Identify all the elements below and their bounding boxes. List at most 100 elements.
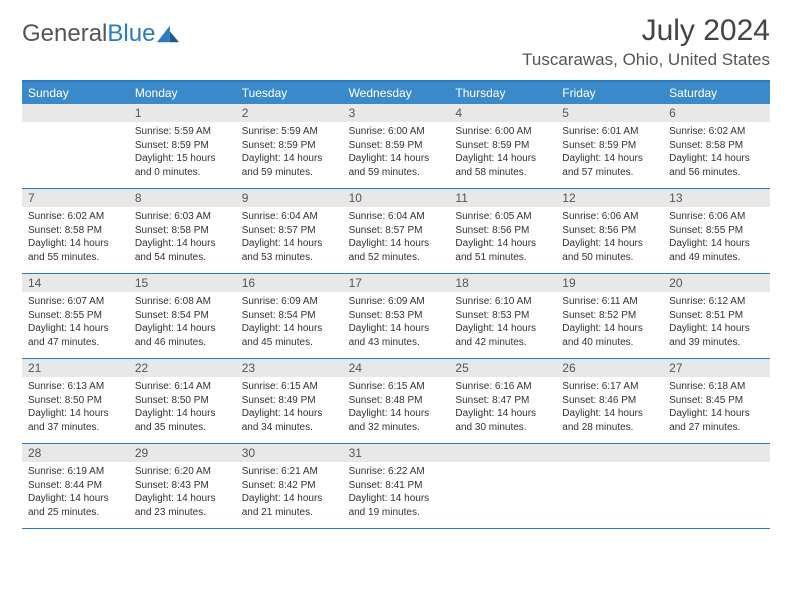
sunset-text: Sunset: 8:56 PM	[562, 224, 657, 238]
daylight-text: and 34 minutes.	[242, 421, 337, 435]
sunrise-text: Sunrise: 6:14 AM	[135, 380, 230, 394]
weeks-container: 1Sunrise: 5:59 AMSunset: 8:59 PMDaylight…	[22, 104, 770, 529]
day-info: Sunrise: 6:09 AMSunset: 8:53 PMDaylight:…	[343, 292, 450, 353]
daylight-text: Daylight: 14 hours	[562, 152, 657, 166]
daylight-text: Daylight: 14 hours	[242, 322, 337, 336]
day-info: Sunrise: 6:03 AMSunset: 8:58 PMDaylight:…	[129, 207, 236, 268]
day-cell	[556, 444, 663, 528]
day-info: Sunrise: 5:59 AMSunset: 8:59 PMDaylight:…	[236, 122, 343, 183]
sunrise-text: Sunrise: 6:08 AM	[135, 295, 230, 309]
sunrise-text: Sunrise: 5:59 AM	[135, 125, 230, 139]
day-cell: 1Sunrise: 5:59 AMSunset: 8:59 PMDaylight…	[129, 104, 236, 188]
sunrise-text: Sunrise: 6:04 AM	[349, 210, 444, 224]
sunset-text: Sunset: 8:48 PM	[349, 394, 444, 408]
daylight-text: and 59 minutes.	[242, 166, 337, 180]
dow-header: Thursday	[449, 82, 556, 104]
daylight-text: and 39 minutes.	[669, 336, 764, 350]
day-info: Sunrise: 6:07 AMSunset: 8:55 PMDaylight:…	[22, 292, 129, 353]
day-info: Sunrise: 6:11 AMSunset: 8:52 PMDaylight:…	[556, 292, 663, 353]
day-number: 12	[556, 189, 663, 207]
daylight-text: and 0 minutes.	[135, 166, 230, 180]
daylight-text: Daylight: 15 hours	[135, 152, 230, 166]
daylight-text: and 25 minutes.	[28, 506, 123, 520]
daylight-text: Daylight: 14 hours	[349, 237, 444, 251]
day-info: Sunrise: 6:15 AMSunset: 8:48 PMDaylight:…	[343, 377, 450, 438]
daylight-text: Daylight: 14 hours	[28, 492, 123, 506]
day-number: 29	[129, 444, 236, 462]
daylight-text: Daylight: 14 hours	[562, 322, 657, 336]
day-number	[556, 444, 663, 462]
day-number	[449, 444, 556, 462]
title-block: July 2024 Tuscarawas, Ohio, United State…	[522, 14, 770, 70]
day-number: 25	[449, 359, 556, 377]
sunset-text: Sunset: 8:44 PM	[28, 479, 123, 493]
daylight-text: and 23 minutes.	[135, 506, 230, 520]
day-info: Sunrise: 6:04 AMSunset: 8:57 PMDaylight:…	[236, 207, 343, 268]
daylight-text: and 57 minutes.	[562, 166, 657, 180]
day-number: 8	[129, 189, 236, 207]
day-cell: 4Sunrise: 6:00 AMSunset: 8:59 PMDaylight…	[449, 104, 556, 188]
daylight-text: and 58 minutes.	[455, 166, 550, 180]
sunrise-text: Sunrise: 6:09 AM	[349, 295, 444, 309]
daylight-text: Daylight: 14 hours	[669, 407, 764, 421]
sunrise-text: Sunrise: 6:13 AM	[28, 380, 123, 394]
daylight-text: and 56 minutes.	[669, 166, 764, 180]
day-number: 16	[236, 274, 343, 292]
week-row: 7Sunrise: 6:02 AMSunset: 8:58 PMDaylight…	[22, 189, 770, 274]
daylight-text: Daylight: 14 hours	[28, 237, 123, 251]
sunset-text: Sunset: 8:59 PM	[562, 139, 657, 153]
sunrise-text: Sunrise: 6:18 AM	[669, 380, 764, 394]
daylight-text: and 53 minutes.	[242, 251, 337, 265]
daylight-text: Daylight: 14 hours	[562, 237, 657, 251]
day-cell: 27Sunrise: 6:18 AMSunset: 8:45 PMDayligh…	[663, 359, 770, 443]
sunset-text: Sunset: 8:59 PM	[135, 139, 230, 153]
sunrise-text: Sunrise: 6:12 AM	[669, 295, 764, 309]
day-cell: 17Sunrise: 6:09 AMSunset: 8:53 PMDayligh…	[343, 274, 450, 358]
sunset-text: Sunset: 8:59 PM	[455, 139, 550, 153]
week-row: 14Sunrise: 6:07 AMSunset: 8:55 PMDayligh…	[22, 274, 770, 359]
day-info: Sunrise: 6:01 AMSunset: 8:59 PMDaylight:…	[556, 122, 663, 183]
day-cell: 14Sunrise: 6:07 AMSunset: 8:55 PMDayligh…	[22, 274, 129, 358]
sunset-text: Sunset: 8:53 PM	[349, 309, 444, 323]
daylight-text: Daylight: 14 hours	[455, 407, 550, 421]
sunrise-text: Sunrise: 6:21 AM	[242, 465, 337, 479]
daylight-text: Daylight: 14 hours	[242, 407, 337, 421]
daylight-text: Daylight: 14 hours	[28, 407, 123, 421]
sunset-text: Sunset: 8:57 PM	[349, 224, 444, 238]
logo-text-2: Blue	[107, 20, 155, 48]
day-info: Sunrise: 6:00 AMSunset: 8:59 PMDaylight:…	[449, 122, 556, 183]
dow-header: Tuesday	[236, 82, 343, 104]
sunset-text: Sunset: 8:47 PM	[455, 394, 550, 408]
daylight-text: Daylight: 14 hours	[242, 152, 337, 166]
day-cell: 8Sunrise: 6:03 AMSunset: 8:58 PMDaylight…	[129, 189, 236, 273]
day-info: Sunrise: 6:06 AMSunset: 8:56 PMDaylight:…	[556, 207, 663, 268]
daylight-text: Daylight: 14 hours	[669, 237, 764, 251]
daylight-text: Daylight: 14 hours	[135, 407, 230, 421]
page-title: July 2024	[522, 14, 770, 48]
day-number: 24	[343, 359, 450, 377]
daylight-text: and 19 minutes.	[349, 506, 444, 520]
dow-header: Sunday	[22, 82, 129, 104]
sunrise-text: Sunrise: 6:22 AM	[349, 465, 444, 479]
sunset-text: Sunset: 8:51 PM	[669, 309, 764, 323]
day-info: Sunrise: 6:08 AMSunset: 8:54 PMDaylight:…	[129, 292, 236, 353]
day-cell: 28Sunrise: 6:19 AMSunset: 8:44 PMDayligh…	[22, 444, 129, 528]
daylight-text: Daylight: 14 hours	[349, 152, 444, 166]
day-number	[22, 104, 129, 122]
daylight-text: and 52 minutes.	[349, 251, 444, 265]
day-cell: 16Sunrise: 6:09 AMSunset: 8:54 PMDayligh…	[236, 274, 343, 358]
day-info: Sunrise: 6:02 AMSunset: 8:58 PMDaylight:…	[663, 122, 770, 183]
day-info: Sunrise: 6:16 AMSunset: 8:47 PMDaylight:…	[449, 377, 556, 438]
day-info: Sunrise: 6:06 AMSunset: 8:55 PMDaylight:…	[663, 207, 770, 268]
sunrise-text: Sunrise: 6:04 AM	[242, 210, 337, 224]
sunrise-text: Sunrise: 6:17 AM	[562, 380, 657, 394]
day-number: 3	[343, 104, 450, 122]
day-cell	[663, 444, 770, 528]
sunset-text: Sunset: 8:45 PM	[669, 394, 764, 408]
day-info: Sunrise: 6:20 AMSunset: 8:43 PMDaylight:…	[129, 462, 236, 523]
daylight-text: and 21 minutes.	[242, 506, 337, 520]
sunset-text: Sunset: 8:50 PM	[28, 394, 123, 408]
day-cell: 7Sunrise: 6:02 AMSunset: 8:58 PMDaylight…	[22, 189, 129, 273]
daylight-text: Daylight: 14 hours	[349, 322, 444, 336]
sunrise-text: Sunrise: 6:02 AM	[669, 125, 764, 139]
